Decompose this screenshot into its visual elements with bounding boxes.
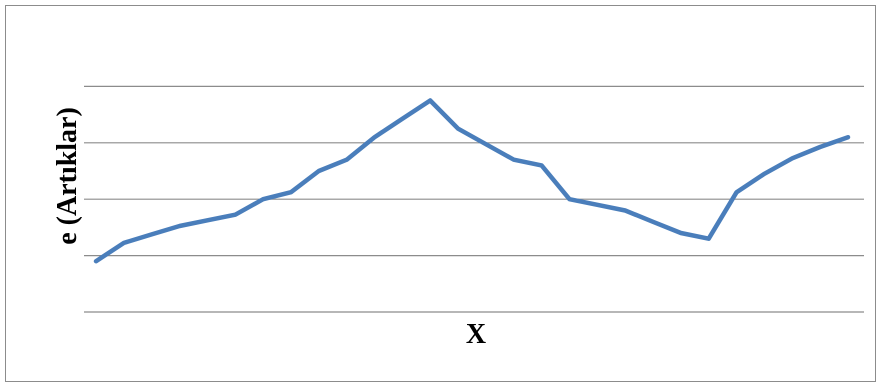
y-axis-title: e (Artıklar)	[52, 107, 83, 245]
chart-area: e (Artıklar) X	[5, 5, 876, 382]
line-chart: e (Artıklar) X	[52, 85, 864, 350]
x-axis-title: X	[466, 319, 486, 350]
gridlines	[84, 85, 864, 313]
series-line	[93, 98, 851, 264]
series-layer	[93, 98, 851, 264]
